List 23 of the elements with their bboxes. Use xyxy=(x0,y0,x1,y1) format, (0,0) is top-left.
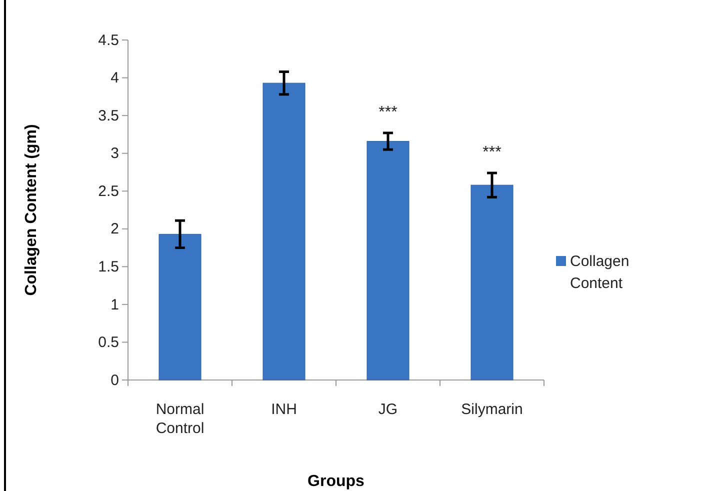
legend-label: Collagen Content xyxy=(570,253,630,292)
x-tick-label: JG xyxy=(378,401,398,418)
y-tick-label: 4 xyxy=(110,70,119,87)
y-tick-label: 3.5 xyxy=(98,107,119,124)
annotation: *** xyxy=(378,104,398,121)
x-tick-label: Normal Control xyxy=(156,401,204,437)
y-tick-label: 0 xyxy=(110,372,119,389)
annotation: *** xyxy=(482,144,502,161)
bar xyxy=(262,82,306,380)
bar xyxy=(470,184,514,380)
bar xyxy=(366,140,410,380)
x-axis-title: Groups xyxy=(308,473,365,490)
x-tick-label: INH xyxy=(271,401,297,418)
y-tick-label: 4.5 xyxy=(98,32,119,49)
y-tick-label: 2 xyxy=(110,220,119,238)
y-tick-label: 0.5 xyxy=(98,334,119,352)
y-tick-label: 1 xyxy=(110,296,119,314)
y-axis-title: Collagen Content (gm) xyxy=(23,124,40,296)
bar xyxy=(158,234,202,380)
y-tick-label: 1.5 xyxy=(98,258,119,276)
y-tick-label: 3 xyxy=(110,145,119,162)
x-tick-label: Silymarin xyxy=(461,401,523,418)
y-tick-label: 2.5 xyxy=(98,182,119,200)
